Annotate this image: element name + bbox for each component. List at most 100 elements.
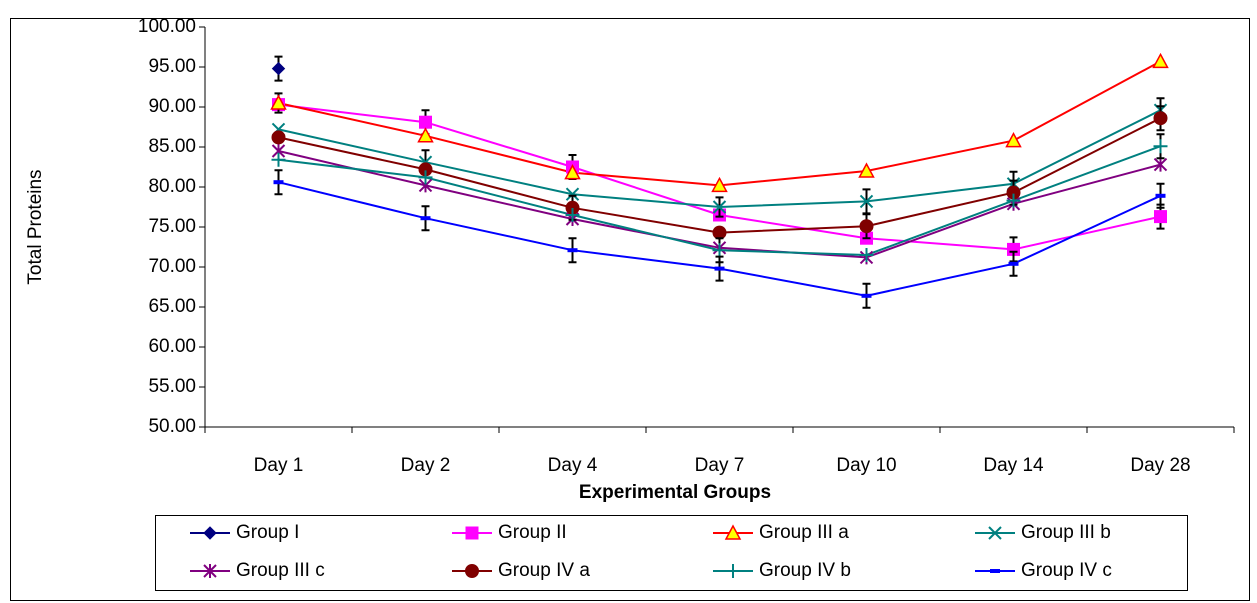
marker <box>711 176 728 193</box>
marker-shape <box>1005 132 1022 148</box>
legend-box <box>155 515 1188 591</box>
marker <box>418 170 433 185</box>
marker <box>1155 193 1166 198</box>
marker <box>859 194 874 209</box>
marker <box>712 200 727 214</box>
marker <box>203 526 217 540</box>
x-tick-label: Day 7 <box>695 455 745 476</box>
legend-label: Group II <box>498 522 567 543</box>
marker-shape <box>567 248 578 253</box>
marker <box>203 564 217 578</box>
marker <box>420 216 431 221</box>
legend-label: Group I <box>236 522 299 543</box>
marker-shape <box>417 127 434 143</box>
marker-shape <box>726 564 740 578</box>
x-tick-label: Day 1 <box>254 455 304 476</box>
x-tick-label: Day 14 <box>983 455 1044 476</box>
marker-shape <box>271 61 286 76</box>
marker <box>990 569 1000 573</box>
marker-shape <box>564 164 581 180</box>
x-tick-label: Day 10 <box>836 455 896 476</box>
marker <box>465 526 479 540</box>
legend-label: Group IV b <box>759 560 851 581</box>
marker-shape <box>1154 210 1167 224</box>
marker <box>858 162 875 178</box>
marker <box>714 266 725 271</box>
marker <box>271 61 286 76</box>
marker-shape <box>712 243 727 258</box>
marker-shape <box>988 526 1002 540</box>
marker-shape <box>1008 261 1019 266</box>
marker <box>271 130 286 145</box>
marker <box>465 564 479 578</box>
x-tick-label: Day 4 <box>548 455 598 476</box>
marker-shape <box>465 526 479 540</box>
marker-shape <box>859 219 874 234</box>
marker <box>417 127 434 143</box>
marker <box>564 164 581 180</box>
y-tick-label: 100.00 <box>138 16 196 37</box>
y-tick-label: 95.00 <box>148 56 196 77</box>
marker <box>859 219 874 234</box>
marker <box>1153 157 1168 172</box>
marker <box>271 152 286 167</box>
y-tick-label: 90.00 <box>148 96 196 117</box>
marker-shape <box>990 569 1000 573</box>
marker-shape <box>711 176 728 193</box>
marker <box>1006 193 1021 208</box>
marker-shape <box>465 564 479 578</box>
legend-label: Group III b <box>1021 522 1111 543</box>
y-tick-label: 70.00 <box>148 256 196 277</box>
x-tick-label: Day 2 <box>401 455 451 476</box>
y-tick-label: 85.00 <box>148 136 196 157</box>
marker-shape <box>714 266 725 271</box>
legend-label: Group IV c <box>1021 560 1112 581</box>
marker <box>565 187 580 201</box>
marker-shape <box>203 526 217 540</box>
marker <box>1008 261 1019 266</box>
marker <box>1005 132 1022 148</box>
legend-label: Group III a <box>759 522 849 543</box>
marker-shape <box>712 200 727 214</box>
marker-shape <box>861 293 872 298</box>
marker-shape <box>273 180 284 185</box>
marker-shape <box>418 170 433 185</box>
x-axis-label: Experimental Groups <box>579 482 771 503</box>
marker-shape <box>271 130 286 145</box>
y-tick-label: 80.00 <box>148 176 196 197</box>
marker <box>419 115 432 129</box>
marker <box>724 524 742 540</box>
marker <box>712 225 727 240</box>
y-tick-label: 55.00 <box>148 376 196 397</box>
y-tick-label: 60.00 <box>148 336 196 357</box>
marker <box>726 564 740 578</box>
marker-shape <box>420 216 431 221</box>
chart-frame <box>10 18 1250 601</box>
x-tick-label: Day 28 <box>1130 455 1190 476</box>
marker-shape <box>859 248 874 262</box>
legend-label: Group III c <box>236 560 325 581</box>
y-axis-label: Total Proteins <box>25 169 46 284</box>
y-tick-label: 50.00 <box>148 416 196 437</box>
marker <box>565 208 580 222</box>
marker-shape <box>1153 111 1168 126</box>
marker <box>273 180 284 185</box>
legend-label: Group IV a <box>498 560 590 581</box>
marker <box>861 293 872 298</box>
marker <box>859 248 874 262</box>
marker-shape <box>724 524 742 540</box>
y-tick-label: 65.00 <box>148 296 196 317</box>
marker-shape <box>419 115 432 129</box>
marker-shape <box>1006 193 1021 208</box>
marker <box>1153 111 1168 126</box>
marker-shape <box>1152 52 1169 69</box>
marker-shape <box>203 564 217 578</box>
marker-shape <box>1153 139 1168 154</box>
marker <box>567 248 578 253</box>
marker <box>988 526 1002 540</box>
marker-shape <box>859 194 874 209</box>
marker <box>1152 52 1169 69</box>
marker-shape <box>858 162 875 178</box>
marker-shape <box>270 94 287 110</box>
